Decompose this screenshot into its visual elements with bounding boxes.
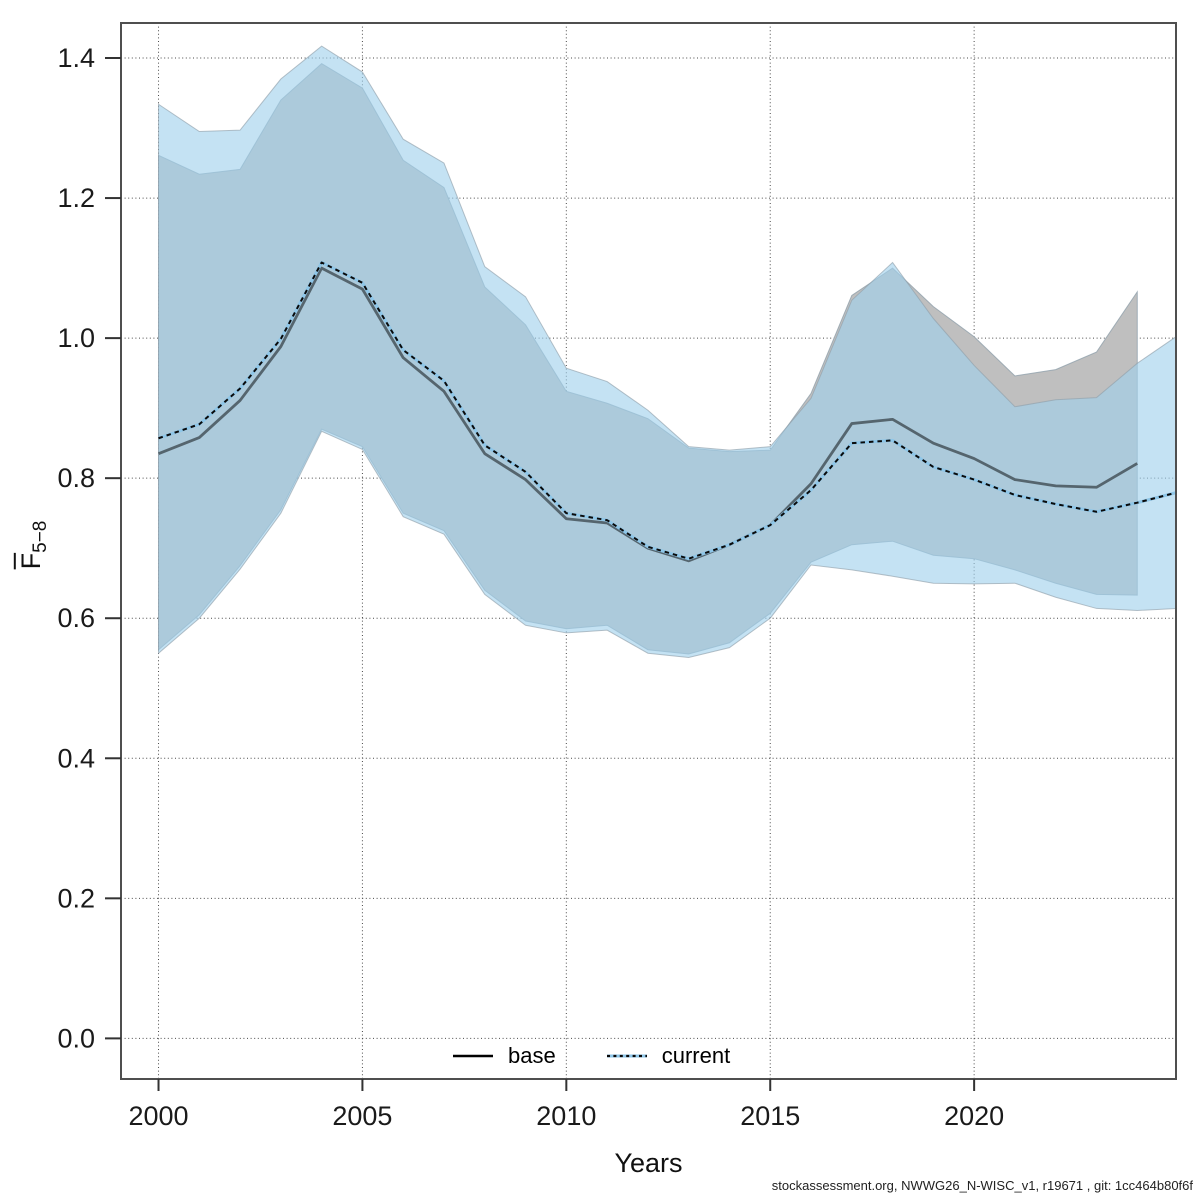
axis-tick-labels: 2000 2005 2010 2015 2020 0.0 0.2 0.4 0.6 0.8 1.0 1.… [57,43,1004,1131]
x-tick-label: 2000 [128,1101,188,1131]
current-confidence-band [158,45,1176,658]
footer-attribution: stockassessment.org, NWWG26_N-WISC_v1, r… [771,1178,1193,1193]
confidence-bands [158,45,1176,658]
legend-base-label: base [508,1043,556,1068]
y-axis-title-symbol: F [15,552,46,570]
legend-current-sample [606,1054,647,1058]
x-axis-title: Years [614,1148,683,1178]
y-tick-label: 0.2 [57,883,95,913]
y-tick-label: 0.0 [57,1023,95,1053]
x-tick-label: 2010 [536,1101,596,1131]
y-tick-label: 1.4 [57,43,95,73]
plot-box [120,22,1177,1080]
y-axis-title: F5−8 [16,521,52,570]
y-tick-label: 0.4 [57,743,95,773]
axis-ticks [105,57,976,1091]
x-tick-label: 2005 [332,1101,392,1131]
y-tick-label: 0.8 [57,463,95,493]
y-axis-title-subscript: 5−8 [30,520,52,553]
y-tick-label: 0.6 [57,603,95,633]
series-lines [158,260,1176,563]
legend-base-sample [453,1054,493,1058]
x-tick-label: 2015 [740,1101,800,1131]
legend: base current [452,1042,730,1070]
current-series-dashed-line [158,261,1176,560]
legend-current-label: current [661,1043,731,1068]
y-tick-label: 1.2 [57,183,95,213]
y-tick-label: 1.0 [57,323,95,353]
x-tick-label: 2020 [944,1101,1004,1131]
